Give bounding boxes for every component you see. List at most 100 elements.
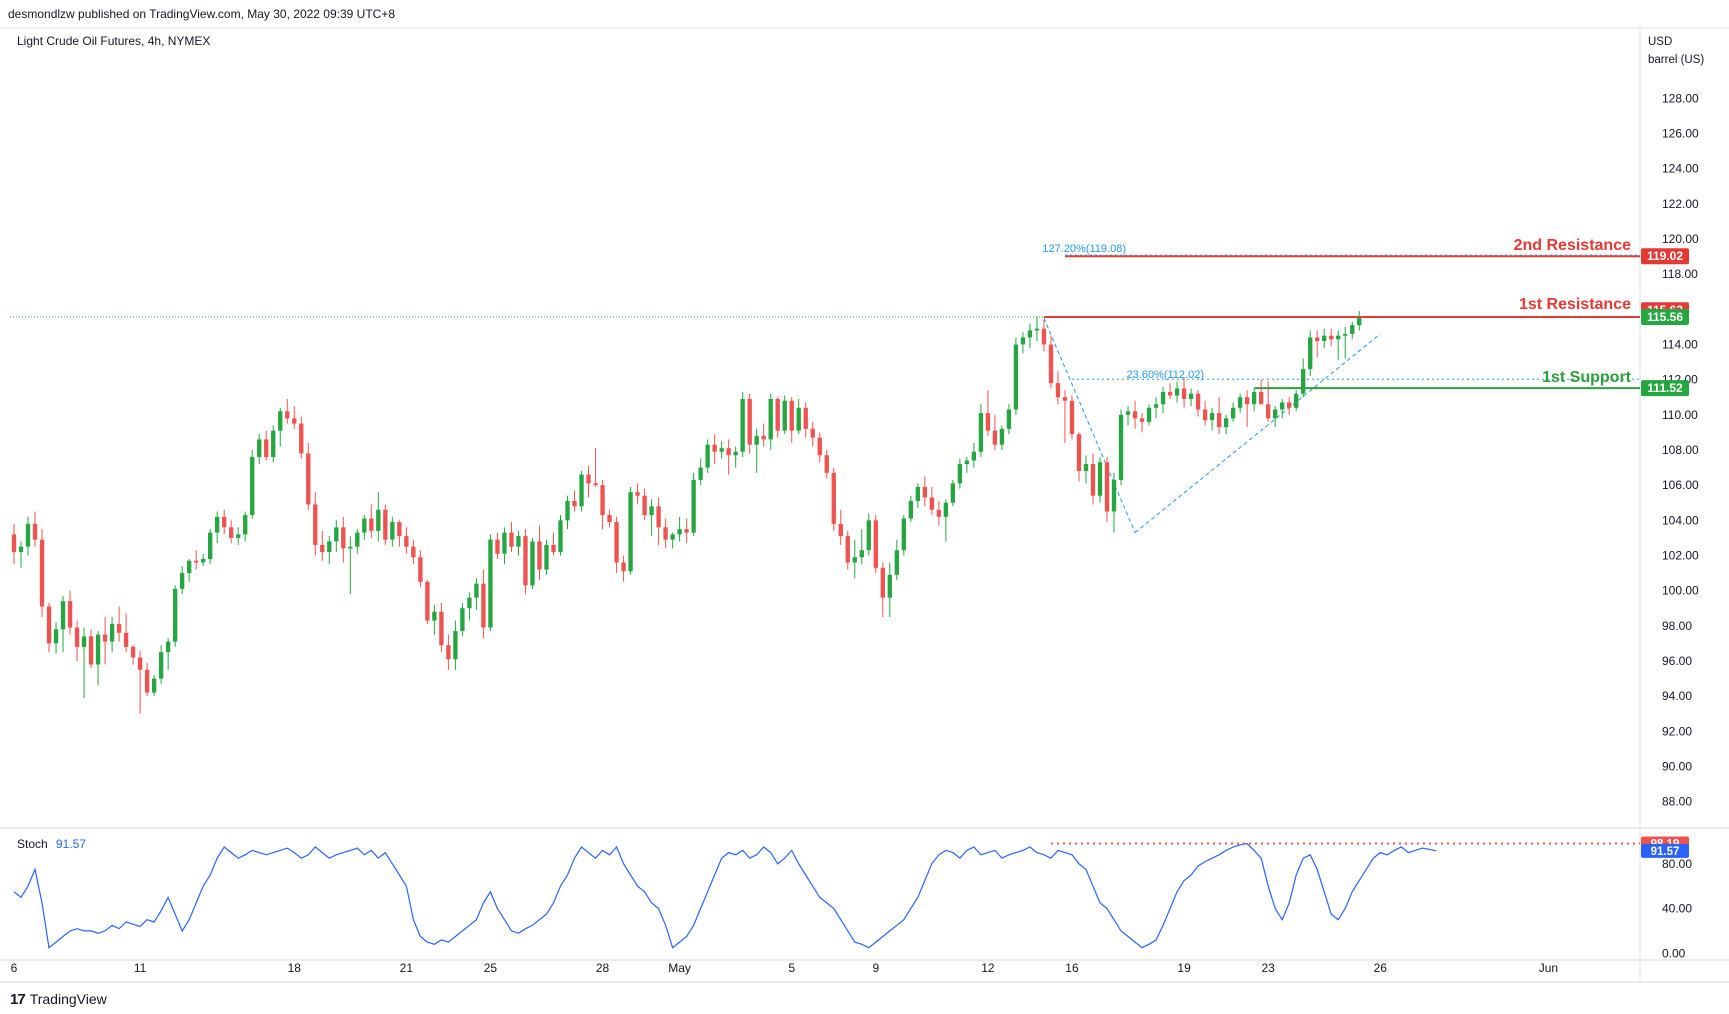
candle-body (1294, 393, 1299, 408)
candle-body (1013, 344, 1019, 410)
price-tick-label: 114.00 (1662, 337, 1698, 351)
time-tick-label: 6 (11, 961, 18, 975)
fib-trend-leg-1 (1043, 317, 1136, 533)
candle-body (1069, 400, 1075, 435)
fib-extension-label: 127.20%(119.08) (1042, 243, 1126, 255)
candle-body (894, 550, 899, 575)
stoch-tick-label: 0.00 (1662, 946, 1686, 960)
time-tick-label: 16 (1065, 961, 1079, 975)
candle-body (943, 502, 949, 517)
candle-body (761, 435, 766, 440)
candle-body (257, 439, 262, 458)
candle-body (1132, 411, 1138, 419)
candlestick-series (11, 311, 1362, 714)
stoch-tag-text: 91.57 (1651, 846, 1680, 858)
candle-body (663, 527, 668, 540)
price-tick-label: 88.00 (1662, 795, 1692, 809)
candle-body (130, 646, 136, 658)
time-tick-label: 26 (1374, 961, 1388, 975)
candle-body (264, 439, 269, 458)
candle-body (383, 509, 388, 540)
candle-body (1195, 393, 1201, 410)
candle-body (446, 645, 451, 660)
time-tick-label: 23 (1261, 961, 1275, 975)
price-tick-label: 118.00 (1662, 267, 1698, 281)
candle-body (151, 678, 157, 693)
candle-body (1265, 404, 1271, 419)
publisher-note: desmondlzw published on TradingView.com,… (8, 7, 395, 21)
fib-retracement-label: 23.60%(112.02) (1127, 369, 1204, 381)
candle-body (1055, 383, 1061, 398)
candle-body (1357, 318, 1362, 326)
candle-body (614, 522, 619, 563)
resistance-2-label: 2nd Resistance (1514, 237, 1631, 254)
candle-body (165, 641, 171, 653)
candle-body (677, 529, 682, 535)
candle-body (985, 413, 991, 431)
price-tag-text: 115.56 (1647, 310, 1683, 324)
candle-body (1343, 333, 1348, 336)
tradingview-logo-icon[interactable]: 17 (10, 990, 26, 1008)
candle-body (1216, 413, 1222, 428)
price-tick-label: 126.00 (1662, 126, 1699, 140)
candle-body (201, 558, 206, 563)
price-tick-label: 108.00 (1662, 443, 1699, 457)
candle-body (327, 541, 332, 552)
candle-body (250, 457, 255, 516)
candle-body (754, 435, 759, 445)
price-tick-label: 110.00 (1662, 408, 1698, 422)
candle-body (509, 532, 514, 547)
candle-body (18, 546, 24, 552)
stoch-label: Stoch (17, 837, 48, 851)
grid (0, 27, 1729, 983)
candle-body (1350, 325, 1355, 334)
candle-body (502, 532, 507, 554)
candle-body (418, 557, 423, 582)
candle-body (957, 464, 963, 484)
candle-body (572, 500, 577, 507)
time-tick-label: 25 (484, 961, 498, 975)
candle-body (229, 527, 234, 538)
candle-body (488, 539, 493, 628)
candle-body (53, 629, 59, 644)
candle-body (439, 611, 444, 646)
candle-body (25, 523, 31, 547)
candle-body (474, 583, 479, 598)
price-axis: 128.00 126.00 124.00 122.00 120.00 118.00 114.… (1641, 91, 1699, 809)
candle-body (1139, 418, 1145, 422)
candle-body (222, 516, 227, 528)
price-tick-label: 90.00 (1662, 759, 1692, 773)
footer-brand[interactable]: TradingView (29, 991, 107, 1007)
candle-body (551, 544, 556, 552)
candle-body (1125, 411, 1131, 415)
candle-body (137, 657, 143, 670)
price-tag (1641, 380, 1689, 397)
candle-body (243, 515, 248, 535)
candle-body (1258, 391, 1264, 405)
candle-body (334, 527, 339, 542)
price-tick-label: 94.00 (1662, 689, 1692, 703)
stoch-value: 91.57 (56, 837, 86, 851)
candle-body (593, 483, 598, 486)
candle-body (908, 500, 914, 519)
candle-body (193, 560, 199, 563)
candle-body (390, 522, 395, 540)
candle-body (684, 529, 689, 533)
candle-body (691, 479, 696, 533)
candle-body (565, 500, 570, 521)
candle-body (88, 636, 94, 665)
candle-body (523, 536, 528, 586)
candle-body (1090, 464, 1096, 496)
candle-body (292, 418, 297, 424)
candle-body (11, 534, 17, 552)
price-tag (1641, 309, 1689, 326)
candle-body (1062, 397, 1068, 401)
candle-body (425, 581, 430, 621)
candle-body (376, 509, 381, 531)
candle-body (824, 455, 829, 473)
candle-body (859, 550, 864, 558)
candle-body (313, 504, 318, 545)
candle-body (1181, 388, 1187, 399)
time-axis: 6 11 18 21 25 28 May 5 9 12 16 19 23 26 Jun (11, 961, 1558, 975)
candle-body (768, 398, 773, 440)
